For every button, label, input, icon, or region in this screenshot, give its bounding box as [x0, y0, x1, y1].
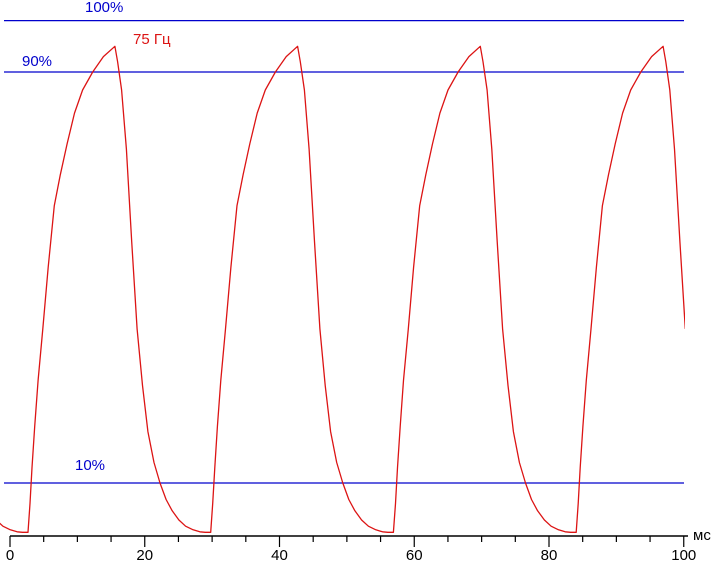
- x-tick-label: 80: [540, 547, 558, 563]
- waveform-curve: [0, 45, 685, 533]
- x-tick-label: 20: [136, 547, 154, 563]
- reference-label-10: 10%: [75, 457, 106, 474]
- reference-label-90: 90%: [22, 53, 53, 70]
- x-tick-label: 40: [271, 547, 288, 563]
- reference-label-100: 100%: [85, 0, 124, 16]
- x-tick-label: 100: [671, 547, 697, 563]
- x-tick-label: 0: [5, 547, 15, 563]
- frequency-annotation: 75 Гц: [133, 31, 171, 48]
- x-tick-label: 60: [405, 547, 423, 563]
- x-axis-unit-label: мс: [693, 527, 711, 544]
